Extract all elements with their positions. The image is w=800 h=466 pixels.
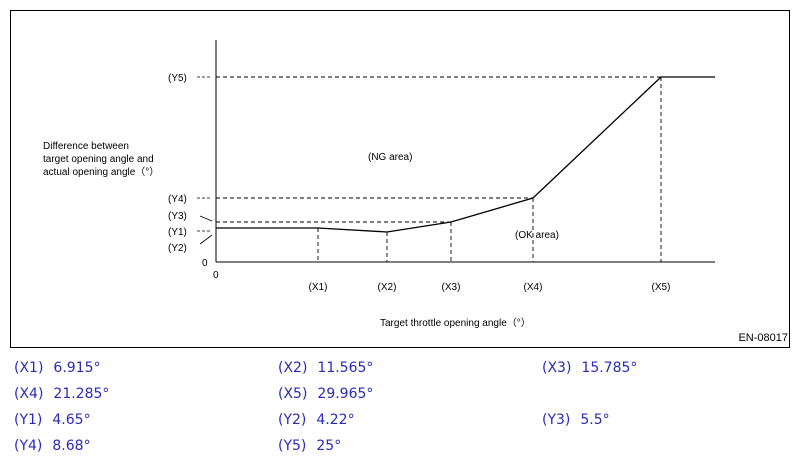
legend-row: (X4) 21.285° (X5) 29.965° <box>14 386 784 412</box>
threshold-line <box>216 76 715 233</box>
diagram-frame <box>10 10 790 348</box>
legend-row: (Y1) 4.65° (Y2) 4.22° (Y3) 5.5° <box>14 412 784 438</box>
legend-key: (Y3) <box>542 412 571 428</box>
legend-value: 4.65° <box>52 412 91 428</box>
legend-item-x3: (X3) 15.785° <box>542 360 637 376</box>
x-tick-x1: (X1) <box>309 282 328 293</box>
legend-row: (X1) 6.915° (X2) 11.565° (X3) 15.785° <box>14 360 784 386</box>
legend-item-y4: (Y4) 8.68° <box>14 438 91 454</box>
y-axis-label-line-3: actual opening angle（°） <box>43 166 159 178</box>
y-tick-y2: (Y2) <box>168 243 187 254</box>
threshold-diagram: (Y5) (Y4) (Y3) (Y1) (Y2) 0 0 (X1) (X2) (… <box>43 40 715 329</box>
origin-label: 0 <box>213 270 219 281</box>
y-zero-label: 0 <box>202 258 208 269</box>
x-tick-x5: (X5) <box>652 282 671 293</box>
ng-area-label: (NG area) <box>368 152 412 163</box>
legend-key: (Y4) <box>14 438 43 454</box>
legend-value: 11.565° <box>317 360 374 376</box>
legend-item-y5: (Y5) 25° <box>278 438 341 454</box>
legend-item-x5: (X5) 29.965° <box>278 386 373 402</box>
x-tick-x2: (X2) <box>378 282 397 293</box>
legend-value: 25° <box>316 438 342 454</box>
legend-item-x1: (X1) 6.915° <box>14 360 101 376</box>
y3-leader <box>199 215 213 222</box>
legend-value: 4.22° <box>316 412 355 428</box>
legend-key: (Y1) <box>14 412 43 428</box>
legend-key: (X1) <box>14 360 44 376</box>
legend-item-y1: (Y1) 4.65° <box>14 412 91 428</box>
legend-key: (X3) <box>542 360 572 376</box>
legend-value: 15.785° <box>581 360 638 376</box>
legend-value: 5.5° <box>580 412 610 428</box>
legend-value: 21.285° <box>53 386 110 402</box>
y-axis-label-line-1: Difference between <box>43 141 129 152</box>
legend-item-y3: (Y3) 5.5° <box>542 412 610 428</box>
legend-value: 29.965° <box>317 386 374 402</box>
reference-code: EN-08017 <box>738 332 788 344</box>
legend-row: (Y4) 8.68° (Y5) 25° <box>14 438 784 464</box>
y2-leader <box>199 234 213 245</box>
y-tick-y4: (Y4) <box>168 194 187 205</box>
legend-value: 8.68° <box>52 438 91 454</box>
y-tick-y1: (Y1) <box>168 227 187 238</box>
y-tick-y5: (Y5) <box>168 73 187 84</box>
legend-key: (Y5) <box>278 438 307 454</box>
y-axis-label-line-2: target opening angle and <box>43 154 154 165</box>
legend-values: (X1) 6.915° (X2) 11.565° (X3) 15.785° (X4) 2… <box>14 360 784 464</box>
legend-value: 6.915° <box>53 360 101 376</box>
legend-key: (X2) <box>278 360 308 376</box>
legend-key: (X4) <box>14 386 44 402</box>
legend-key: (Y2) <box>278 412 307 428</box>
legend-item-y2: (Y2) 4.22° <box>278 412 355 428</box>
legend-item-x2: (X2) 11.565° <box>278 360 373 376</box>
y-tick-y3: (Y3) <box>168 211 187 222</box>
x-axis-label: Target throttle opening angle（°） <box>380 317 531 329</box>
legend-key: (X5) <box>278 386 308 402</box>
ok-area-label: (OK area) <box>515 230 559 241</box>
legend-item-x4: (X4) 21.285° <box>14 386 109 402</box>
x-tick-x3: (X3) <box>442 282 461 293</box>
x-tick-x4: (X4) <box>524 282 543 293</box>
